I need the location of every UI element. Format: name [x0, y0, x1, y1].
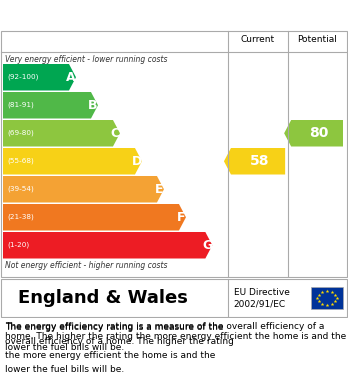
Text: Not energy efficient - higher running costs: Not energy efficient - higher running co…: [5, 262, 167, 271]
Polygon shape: [3, 176, 164, 203]
Text: The energy efficiency rating is a measure of the: The energy efficiency rating is a measur…: [5, 323, 223, 332]
Text: F: F: [177, 211, 185, 224]
Text: A: A: [66, 71, 76, 84]
Text: the more energy efficient the home is and the: the more energy efficient the home is an…: [5, 351, 215, 360]
Text: (55-68): (55-68): [7, 158, 34, 165]
Text: C: C: [111, 127, 120, 140]
Polygon shape: [3, 148, 142, 174]
Text: The energy efficiency rating is a measure of the overall efficiency of a home. T: The energy efficiency rating is a measur…: [5, 322, 346, 352]
Text: (92-100): (92-100): [7, 74, 38, 81]
Text: Current: Current: [241, 36, 275, 45]
Polygon shape: [3, 204, 186, 231]
Text: (21-38): (21-38): [7, 214, 34, 221]
Polygon shape: [224, 148, 285, 174]
Text: overall efficiency of a home. The higher the rating: overall efficiency of a home. The higher…: [5, 337, 234, 346]
Polygon shape: [3, 120, 120, 147]
Polygon shape: [3, 92, 98, 118]
Text: (81-91): (81-91): [7, 102, 34, 108]
Text: D: D: [132, 155, 142, 168]
Text: (69-80): (69-80): [7, 130, 34, 136]
Text: England & Wales: England & Wales: [18, 289, 188, 307]
Text: Energy Efficiency Rating: Energy Efficiency Rating: [10, 7, 232, 23]
Text: Potential: Potential: [297, 36, 337, 45]
Text: 80: 80: [309, 126, 329, 140]
Text: G: G: [202, 239, 213, 252]
Text: (1-20): (1-20): [7, 242, 29, 249]
Text: E: E: [155, 183, 163, 196]
Polygon shape: [284, 120, 343, 147]
Polygon shape: [3, 64, 76, 90]
Text: lower the fuel bills will be.: lower the fuel bills will be.: [5, 365, 124, 374]
Text: EU Directive
2002/91/EC: EU Directive 2002/91/EC: [234, 288, 290, 308]
Text: B: B: [88, 99, 98, 112]
Polygon shape: [3, 232, 212, 258]
Text: Very energy efficient - lower running costs: Very energy efficient - lower running co…: [5, 55, 167, 64]
Text: (39-54): (39-54): [7, 186, 34, 192]
Bar: [311, 287, 343, 309]
Text: 58: 58: [250, 154, 270, 168]
